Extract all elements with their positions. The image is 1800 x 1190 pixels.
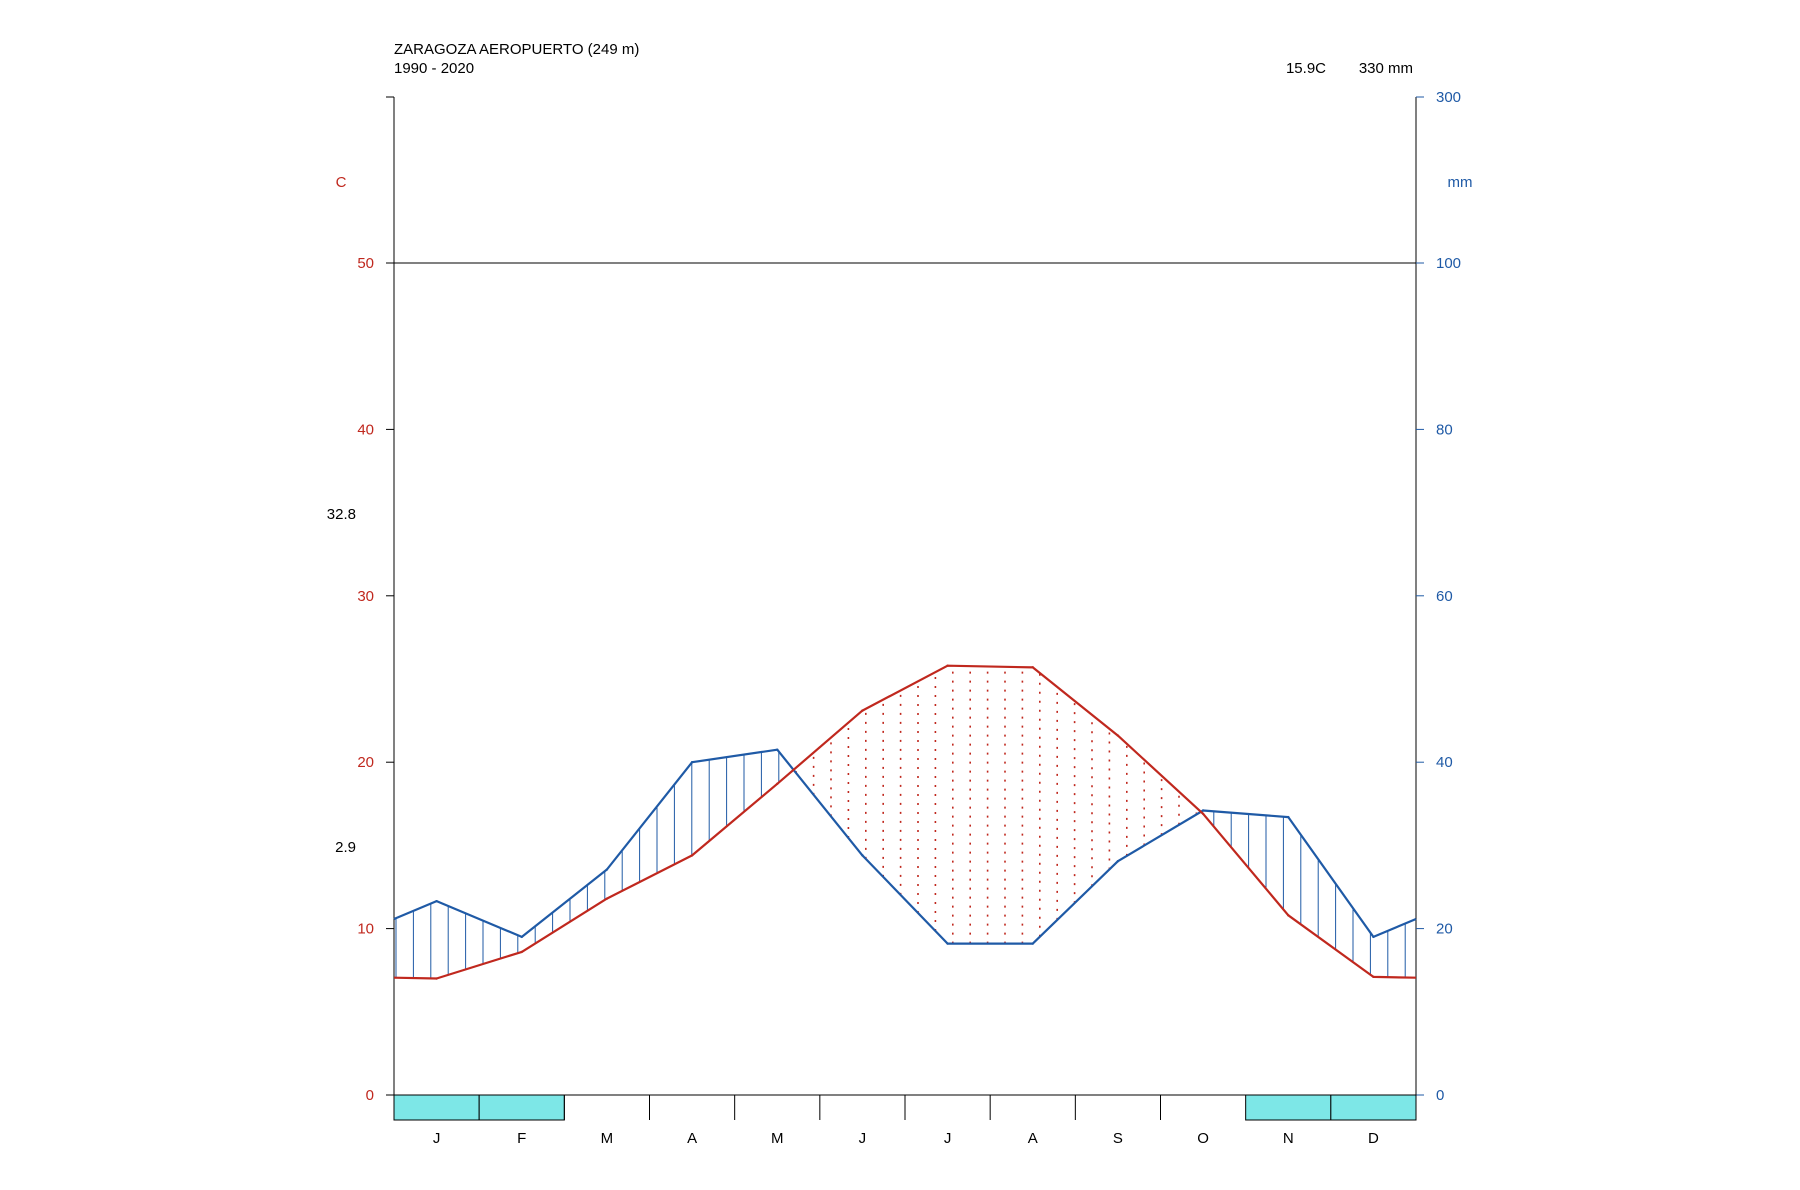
precipitation-point (776, 748, 779, 751)
month-tick-label: A (687, 1130, 697, 1147)
month-tick-label: O (1197, 1130, 1209, 1147)
month-tick-label: M (601, 1130, 614, 1147)
right-axis-unit: mm (1448, 174, 1473, 191)
fill-layer (395, 665, 1406, 979)
frost-bar (393, 1094, 1417, 1121)
month-tick-label: A (1028, 1130, 1038, 1147)
left-axis-tick-label: 20 (357, 754, 374, 771)
month-tick-label: F (517, 1130, 526, 1147)
frost-month-cell (478, 1094, 565, 1121)
temperature-point (861, 709, 864, 712)
temperature-point (776, 782, 779, 786)
right-axis-tick-label: 80 (1436, 421, 1453, 438)
temperature-point (946, 664, 949, 667)
temperature-point (690, 854, 694, 857)
temperature-line (393, 664, 1417, 980)
temperature-point (520, 950, 523, 954)
frost-month-cell (393, 1094, 480, 1121)
frost-month-cell (1330, 1094, 1417, 1121)
month-tick-label: J (944, 1130, 952, 1147)
temperature-point (1116, 734, 1120, 737)
frost-month-cell (1245, 1094, 1332, 1121)
temperature-point (1201, 812, 1205, 815)
annual-precipitation-label: 330 mm (1359, 60, 1413, 77)
month-tick-label: D (1368, 1130, 1379, 1147)
right-axis-tick-label: 100 (1436, 255, 1461, 272)
mean-temperature-label: 15.9C (1286, 60, 1326, 77)
precipitation-point (861, 854, 864, 857)
right-axis-tick-label: 300 (1436, 89, 1461, 106)
precipitation-point (520, 935, 523, 939)
right-axis-tick-label: 20 (1436, 921, 1453, 938)
precipitation-point (1372, 935, 1375, 939)
precipitation-point (946, 942, 949, 945)
left-axis-tick-label: 40 (357, 421, 374, 438)
month-tick-label: J (433, 1130, 441, 1147)
max-temperature-annotation: 32.8 (327, 506, 356, 523)
precipitation-point (1116, 860, 1120, 863)
left-axis-unit: C (336, 174, 347, 191)
temperature-point (605, 897, 609, 900)
left-axis-tick-label: 0 (366, 1087, 374, 1104)
precipitation-point (1201, 809, 1205, 812)
chart-title: ZARAGOZA AEROPUERTO (249 m) (394, 41, 639, 58)
chart-subtitle: 1990 - 2020 (394, 60, 474, 77)
left-axis-tick-label: 50 (357, 255, 374, 272)
temperature-point (435, 977, 438, 980)
right-axis-tick-label: 40 (1436, 754, 1453, 771)
series-lines-layer (393, 664, 1417, 980)
precipitation-point (435, 899, 438, 903)
right-axis-tick-label: 0 (1436, 1087, 1444, 1104)
left-axis-tick-label: 10 (357, 921, 374, 938)
month-tick-label: J (859, 1130, 867, 1147)
month-tick-label: N (1283, 1130, 1294, 1147)
text-layer: ZARAGOZA AEROPUERTO (249 m) 1990 - 2020 … (327, 41, 1473, 1147)
right-axis-tick-label: 60 (1436, 588, 1453, 605)
temperature-point (1287, 914, 1290, 917)
month-tick-label: S (1113, 1130, 1123, 1147)
precipitation-point (605, 868, 609, 871)
axes-layer (386, 96, 1424, 1096)
temperature-point (1031, 666, 1034, 669)
min-temperature-annotation: 2.9 (335, 839, 356, 856)
month-tick-label: M (771, 1130, 784, 1147)
precipitation-point (1287, 815, 1290, 819)
left-axis-tick-label: 30 (357, 588, 374, 605)
temperature-point (1372, 975, 1375, 979)
precipitation-point (1031, 942, 1034, 945)
precipitation-point (690, 761, 694, 764)
precipitation-line (393, 748, 1417, 945)
